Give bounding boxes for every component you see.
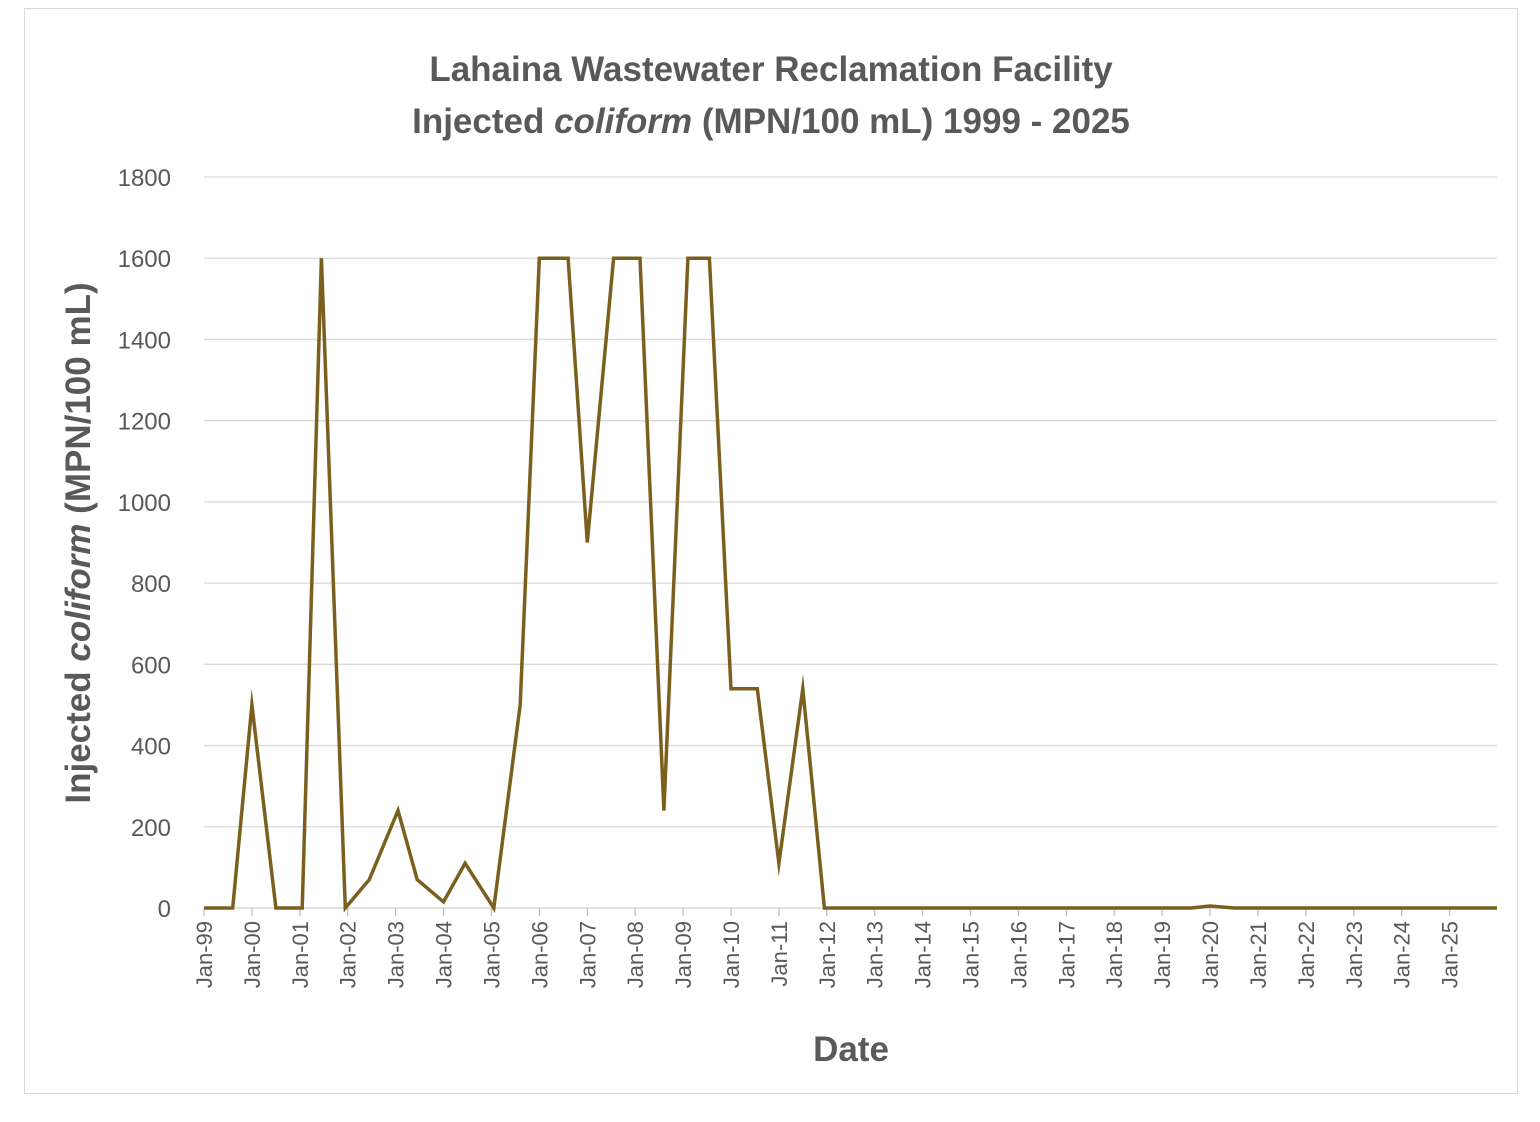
x-tick-label: Jan-99	[192, 921, 217, 988]
x-tick-label: Jan-23	[1342, 921, 1367, 988]
x-tick-label: Jan-25	[1438, 921, 1463, 988]
x-tick-label: Jan-08	[623, 921, 648, 988]
x-tick-label: Jan-01	[288, 921, 313, 988]
x-tick-label: Jan-09	[671, 921, 696, 988]
chart-title-line2-italic: coliform	[554, 102, 692, 141]
x-tick-label: Jan-18	[1102, 921, 1127, 988]
chart-title-line1: Lahaina Wastewater Reclamation Facility	[429, 50, 1113, 89]
y-tick-label: 200	[131, 815, 171, 842]
x-tick-label: Jan-15	[959, 921, 984, 988]
y-tick-label: 400	[131, 734, 171, 761]
y-axis-title: Injected coliform (MPN/100 mL)	[59, 282, 98, 803]
y-axis-title-post: (MPN/100 mL)	[59, 282, 98, 523]
x-tick-label: Jan-21	[1246, 921, 1271, 988]
x-tick-label: Jan-06	[527, 921, 552, 988]
x-tick-label: Jan-16	[1006, 921, 1031, 988]
chart-title-line2-pre: Injected	[412, 102, 554, 141]
x-tick-label: Jan-20	[1198, 921, 1223, 988]
y-tick-label: 1800	[118, 165, 171, 192]
series-group	[204, 256, 1497, 913]
x-tick-label: Jan-11	[767, 921, 792, 987]
y-tick-label: 1200	[118, 409, 171, 436]
x-tick-label: Jan-03	[384, 921, 409, 988]
x-tick-label: Jan-10	[719, 921, 744, 988]
x-tick-label: Jan-13	[863, 921, 888, 988]
x-tick-label: Jan-00	[240, 921, 265, 988]
y-tick-label: 800	[131, 571, 171, 598]
gridlines	[204, 176, 1497, 909]
x-axis-ticks: Jan-99 Jan-00 Jan-01 Jan-02 Jan-03 Jan-04 Jan-…	[192, 908, 1463, 988]
x-tick-label: Jan-12	[815, 921, 840, 988]
y-tick-label: 600	[131, 652, 171, 679]
x-tick-label: Jan-14	[911, 921, 936, 988]
series-line	[204, 256, 1497, 913]
chart-frame	[24, 8, 1518, 1094]
y-tick-label: 0	[158, 896, 171, 923]
x-tick-label: Jan-05	[479, 921, 504, 988]
chart-title-line2: Injected coliform (MPN/100 mL) 1999 - 20…	[412, 102, 1130, 141]
x-tick-label: Jan-19	[1150, 921, 1175, 988]
y-axis-title-italic: coliform	[59, 524, 98, 662]
x-tick-label: Jan-24	[1390, 921, 1415, 988]
y-tick-label: 1400	[118, 327, 171, 354]
x-tick-label: Jan-04	[432, 921, 457, 988]
y-axis-title-pre: Injected	[59, 662, 98, 804]
y-tick-label: 1600	[118, 246, 171, 273]
chart-title-line2-post: (MPN/100 mL) 1999 - 2025	[692, 102, 1130, 141]
x-axis-title: Date	[813, 1030, 889, 1069]
y-tick-label: 1000	[118, 490, 171, 517]
x-tick-label: Jan-02	[336, 921, 361, 988]
x-tick-label: Jan-07	[575, 921, 600, 988]
x-tick-label: Jan-22	[1294, 921, 1319, 988]
y-axis-ticks: 0 200 400 600 800 1000 1200 1400 1600 1800	[118, 165, 171, 923]
x-tick-label: Jan-17	[1054, 921, 1079, 988]
